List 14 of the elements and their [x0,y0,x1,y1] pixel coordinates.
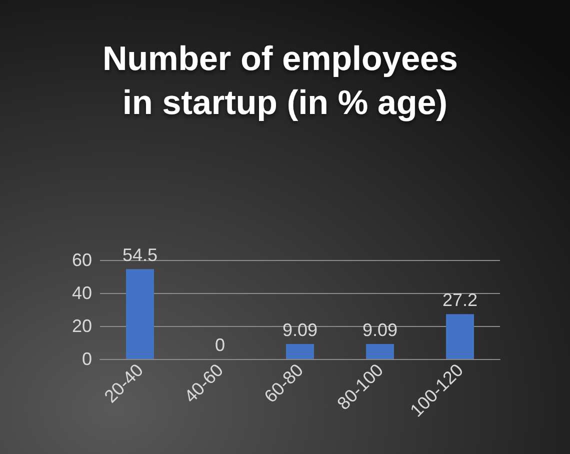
chart-title: Number of employees in startup (in % age) [102,40,468,122]
data-label: 27.2 [442,290,478,310]
bar [286,344,314,359]
y-tick-label: 0 [82,349,92,369]
bar [126,269,154,359]
bar [366,344,394,359]
y-tick-label: 60 [72,250,92,270]
bar [446,314,474,359]
y-tick-label: 40 [72,283,92,303]
data-label: 54.5 [122,245,158,266]
y-tick-label: 20 [72,316,92,336]
data-label: 9.09 [362,320,398,340]
data-label: 0 [214,335,226,355]
data-label: 9.09 [282,320,318,340]
